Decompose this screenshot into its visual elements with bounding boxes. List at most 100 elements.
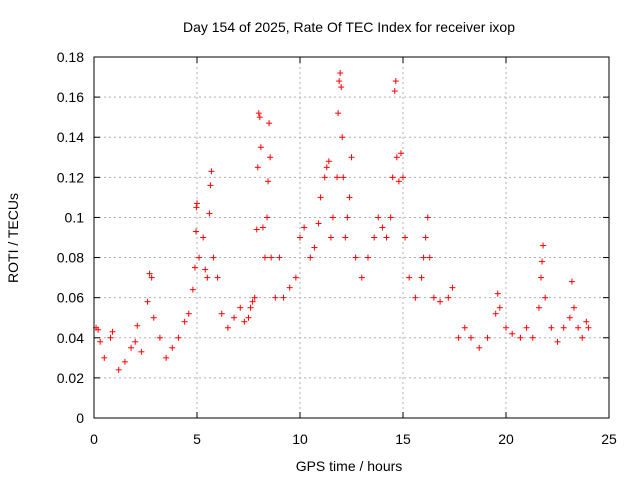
data-point — [101, 354, 108, 361]
data-point — [335, 110, 342, 117]
data-point — [181, 318, 188, 325]
y-tick-label: 0.1 — [65, 209, 85, 225]
y-tick-label: 0.18 — [57, 49, 84, 65]
data-point — [492, 310, 499, 317]
data-point — [371, 234, 378, 241]
data-point — [204, 274, 211, 281]
data-point — [476, 344, 483, 351]
data-point — [109, 328, 116, 335]
data-point — [286, 284, 293, 291]
data-point — [146, 270, 153, 277]
data-point — [261, 254, 268, 261]
data-point — [338, 84, 345, 91]
data-point — [175, 334, 182, 341]
y-tick-label: 0.14 — [57, 129, 84, 145]
data-point — [224, 324, 231, 331]
data-point — [329, 214, 336, 221]
data-point — [207, 182, 214, 189]
data-point — [249, 298, 256, 305]
x-tick-label: 15 — [395, 431, 411, 447]
data-point — [214, 274, 221, 281]
data-point — [134, 322, 141, 329]
data-point — [272, 294, 279, 301]
data-point — [317, 194, 324, 201]
data-point — [570, 304, 577, 311]
data-point — [348, 154, 355, 161]
data-point — [247, 304, 254, 311]
data-point — [529, 334, 536, 341]
x-tick-label: 10 — [292, 431, 308, 447]
data-point — [585, 324, 592, 331]
data-point — [192, 228, 199, 235]
data-point — [566, 314, 573, 321]
data-point — [389, 174, 396, 181]
x-axis-label: GPS time / hours — [296, 458, 403, 474]
data-point — [336, 78, 343, 85]
data-point — [266, 120, 273, 127]
y-tick-label: 0.08 — [57, 250, 84, 266]
data-point — [231, 314, 238, 321]
data-point — [194, 200, 200, 207]
data-point — [206, 210, 213, 217]
data-point — [422, 234, 429, 241]
data-point — [540, 242, 547, 249]
data-point — [156, 334, 163, 341]
data-point — [344, 214, 351, 221]
plot-frame — [93, 56, 610, 419]
chart-title: Day 154 of 2025, Rate Of TEC Index for r… — [183, 19, 515, 35]
data-point — [121, 358, 128, 365]
data-point — [397, 150, 404, 157]
data-point — [267, 154, 274, 161]
data-point — [560, 324, 567, 331]
data-point — [327, 234, 334, 241]
data-point — [548, 324, 555, 331]
data-point — [323, 164, 330, 171]
data-point — [200, 234, 207, 241]
data-point — [579, 334, 586, 341]
data-point — [400, 174, 406, 181]
data-point — [255, 110, 262, 117]
data-point — [455, 334, 462, 341]
data-point — [265, 178, 272, 185]
data-point — [539, 258, 546, 265]
data-point — [253, 226, 260, 233]
data-point — [254, 164, 261, 171]
data-point — [392, 78, 399, 85]
data-point — [259, 224, 266, 231]
data-point — [420, 254, 427, 261]
data-point — [375, 214, 382, 221]
data-point — [245, 314, 252, 321]
data-point — [321, 174, 328, 181]
data-point — [264, 214, 271, 221]
data-point — [342, 234, 349, 241]
data-point — [503, 324, 509, 331]
data-point — [185, 310, 192, 317]
x-tick-label: 0 — [90, 431, 98, 447]
data-point — [315, 220, 322, 227]
data-point — [395, 178, 402, 185]
data-point — [132, 338, 139, 345]
data-point — [383, 234, 390, 241]
data-point — [364, 254, 371, 261]
data-point — [554, 338, 561, 345]
data-point — [276, 254, 283, 261]
x-tick-label: 20 — [498, 431, 514, 447]
data-point — [210, 254, 217, 261]
axis-ticks — [93, 56, 610, 419]
data-point — [301, 224, 308, 231]
data-point — [193, 204, 200, 211]
data-point — [334, 174, 341, 181]
data-point — [237, 304, 244, 311]
data-point — [402, 234, 409, 241]
data-point — [379, 224, 386, 231]
data-point — [218, 310, 225, 317]
data-point — [461, 324, 468, 331]
data-point — [393, 154, 400, 161]
x-tick-label: 5 — [193, 431, 201, 447]
data-point — [148, 274, 155, 281]
data-point — [115, 366, 122, 373]
data-point — [337, 70, 344, 77]
data-point — [325, 158, 332, 165]
y-tick-label: 0.16 — [57, 89, 84, 105]
